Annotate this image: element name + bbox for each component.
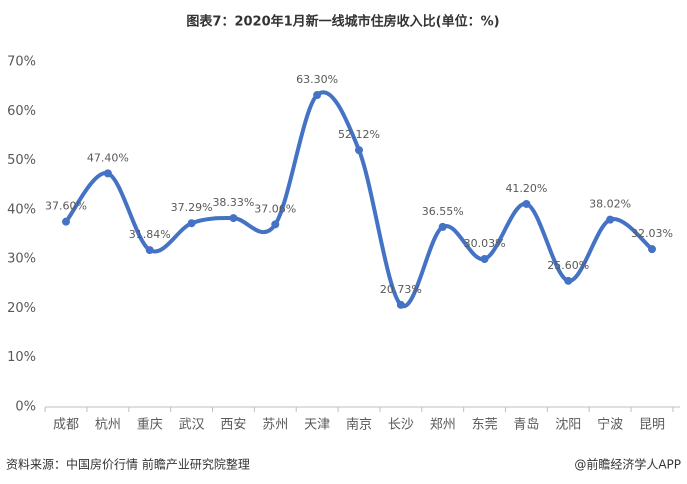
x-tick-label: 东莞 <box>472 418 498 433</box>
x-tick-label: 青岛 <box>513 417 539 433</box>
x-tick-label: 长沙 <box>388 418 414 433</box>
value-label: 52.12% <box>338 128 380 141</box>
value-label: 37.29% <box>171 201 213 214</box>
point <box>564 276 573 285</box>
y-tick-label: 70% <box>7 55 36 70</box>
x-tick-label: 沈阳 <box>555 418 581 433</box>
point <box>103 169 112 178</box>
value-label: 38.33% <box>212 196 254 209</box>
value-label: 37.06% <box>254 202 296 215</box>
point <box>271 220 280 229</box>
point <box>648 245 656 254</box>
value-label: 20.73% <box>380 283 422 296</box>
x-tick-label: 宁波 <box>597 417 623 433</box>
y-tick-label: 40% <box>7 202 36 217</box>
value-label: 47.40% <box>87 151 129 164</box>
y-tick-label: 30% <box>7 252 36 267</box>
y-tick-label: 20% <box>7 301 36 316</box>
y-tick-label: 10% <box>7 350 36 365</box>
value-label: 31.84% <box>129 228 171 241</box>
point <box>355 146 363 155</box>
value-label: 30.03% <box>464 237 506 250</box>
point <box>313 91 322 100</box>
x-tick-label: 天津 <box>304 418 330 433</box>
x-tick-label: 南京 <box>346 417 372 433</box>
y-tick-label: 50% <box>7 153 36 168</box>
point <box>396 300 405 309</box>
x-tick-label: 西安 <box>220 418 246 433</box>
value-label: 36.55% <box>422 205 464 218</box>
x-tick-label: 苏州 <box>262 417 288 433</box>
y-tick-label: 60% <box>7 104 36 119</box>
point <box>62 217 70 226</box>
point <box>438 222 447 231</box>
value-label: 63.30% <box>296 73 338 86</box>
point <box>522 199 531 208</box>
y-tick-label: 0% <box>15 400 36 415</box>
line <box>64 90 654 309</box>
point <box>187 219 196 228</box>
point <box>606 215 615 224</box>
value-label: 25.60% <box>547 259 589 272</box>
point <box>480 254 489 263</box>
source: 资料来源：中国房价行情 前瞻产业研究院整理 <box>6 457 250 472</box>
x-tick-label: 杭州 <box>95 418 121 433</box>
credit: @前瞻经济学人APP <box>574 457 681 472</box>
value-label: 32.03% <box>631 227 673 240</box>
value-label: 41.20% <box>505 182 547 195</box>
point <box>145 246 154 255</box>
x-tick-label: 郑州 <box>430 418 456 433</box>
x-tick-label: 成都 <box>53 418 79 433</box>
value-label: 38.02% <box>589 198 631 211</box>
value-label: 37.60% <box>45 200 87 213</box>
x-tick-label: 重庆 <box>137 417 163 433</box>
x-tick-label: 昆明 <box>639 418 665 433</box>
point <box>229 214 238 223</box>
x-tick-label: 武汉 <box>179 418 205 433</box>
chart-title: 图表7：2020年1月新一线城市住房收入比(单位：%) <box>186 14 499 30</box>
